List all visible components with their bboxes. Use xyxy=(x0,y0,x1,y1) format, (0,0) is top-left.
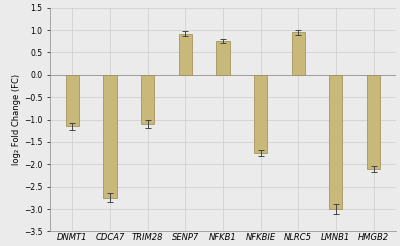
Y-axis label: log₂ Fold Change (FC): log₂ Fold Change (FC) xyxy=(12,74,21,165)
Bar xyxy=(216,41,230,75)
Bar xyxy=(329,75,342,209)
Bar xyxy=(66,75,79,126)
Bar xyxy=(141,75,154,124)
Bar xyxy=(104,75,117,198)
Bar xyxy=(367,75,380,169)
Bar xyxy=(179,34,192,75)
Bar xyxy=(292,32,305,75)
Bar xyxy=(254,75,267,153)
